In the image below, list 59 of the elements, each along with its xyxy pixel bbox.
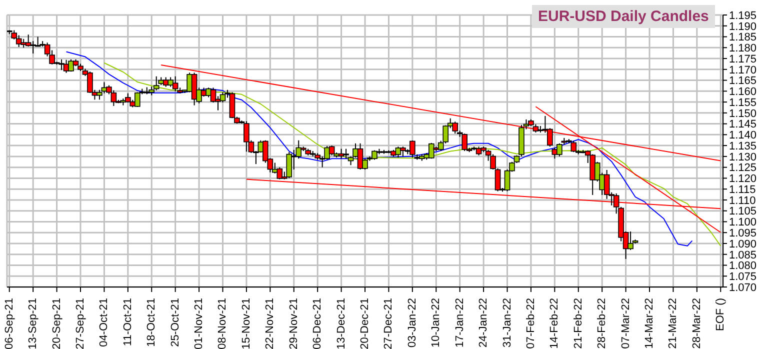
x-tick-label: 17-Jan-22 [454,298,466,348]
y-tick-label: 1.105 [729,206,757,218]
x-tick-label: 07-Mar-22 [620,298,632,349]
x-tick-label: 11-Oct-21 [122,298,134,346]
x-tick-label: 06-Dec-21 [312,298,324,349]
x-tick-label: 06-Sep-21 [3,298,16,349]
x-tick-label: 27-Sep-21 [74,298,86,349]
x-tick-label: 10-Jan-22 [430,298,442,348]
y-tick-label: 1.115 [729,184,756,196]
x-tick-label: 29-Nov-21 [288,298,300,349]
candlestick [134,92,140,108]
x-tick-label: 18-Oct-21 [146,298,158,347]
y-tick-label: 1.135 [729,140,757,152]
y-tick-label: 1.125 [729,162,757,174]
y-tick-label: 1.180 [729,42,757,55]
x-tick-label: 15-Nov-21 [240,298,252,349]
y-tick-label: 1.085 [729,249,757,262]
y-tick-label: 1.090 [729,238,757,250]
x-tick-label: 01-Nov-21 [193,298,206,349]
y-tick-label: 1.195 [729,10,757,22]
x-tick-label: 21-Mar-22 [667,298,680,349]
y-tick-label: 1.175 [729,53,757,66]
chart-title: EUR-USD Daily Candles [532,5,715,28]
y-tick-label: 1.100 [729,216,757,229]
x-tick-label: 22-Nov-21 [264,298,276,349]
y-tick-label: 1.190 [729,20,757,33]
x-tick-label: 24-Jan-22 [478,298,490,348]
x-tick-label: 27-Dec-21 [382,298,395,349]
y-tick-label: 1.185 [729,32,757,44]
y-tick-label: 1.160 [729,86,757,98]
x-tick-label: 08-Nov-21 [216,298,229,349]
x-tick-label: 28-Mar-22 [690,298,703,349]
x-tick-label: 13-Dec-21 [335,298,348,349]
x-tick-label: 25-Oct-21 [169,298,182,347]
x-tick-label: 04-Oct-21 [98,298,110,347]
y-tick-label: 1.080 [729,260,757,272]
y-tick-label: 1.140 [729,130,757,142]
y-tick-label: 1.150 [729,108,757,120]
y-tick-label: 1.170 [729,64,757,76]
x-tick-label: 20-Dec-21 [359,298,371,349]
y-tick-label: 1.155 [729,96,757,109]
x-tick-label: 20-Sep-21 [50,298,63,349]
x-tick-label: 13-Sep-21 [27,298,40,349]
x-tick-label: EOF () [714,298,727,331]
y-tick-label: 1.110 [729,194,756,207]
x-tick-label: 28-Feb-22 [596,298,608,349]
x-tick-label: 14-Feb-22 [548,298,561,349]
x-tick-label: 31-Jan-22 [501,298,514,348]
x-tick-label: 07-Feb-22 [524,298,537,349]
y-tick-label: 1.075 [729,271,757,284]
x-tick-label: 21-Feb-22 [572,298,584,349]
y-tick-label: 1.070 [729,282,757,294]
x-tick-label: 14-Mar-22 [644,298,656,349]
y-tick-label: 1.130 [729,151,757,164]
y-tick-label: 1.095 [729,228,757,240]
y-tick-label: 1.145 [729,118,757,131]
y-tick-label: 1.120 [729,173,757,186]
y-tick-label: 1.165 [729,75,757,88]
x-tick-label: 03-Jan-22 [406,298,418,348]
